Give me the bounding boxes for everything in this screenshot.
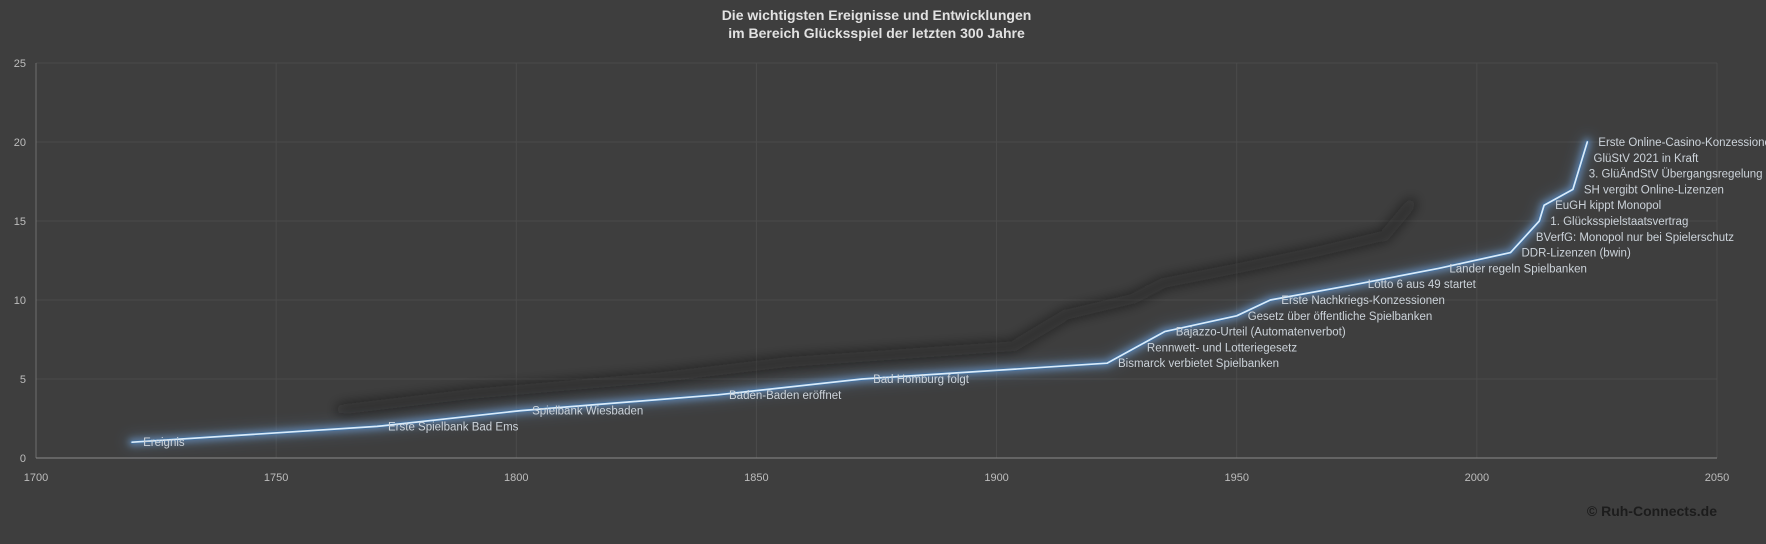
event-label: Rennwett- und Lotteriegesetz (1147, 342, 1297, 354)
event-label: Bad Homburg folgt (873, 374, 970, 386)
y-tick-label: 0 (20, 453, 26, 465)
x-tick-label: 1950 (1224, 472, 1248, 484)
x-tick-label: 2000 (1465, 472, 1489, 484)
event-label: Bajazzo-Urteil (Automatenverbot) (1176, 327, 1346, 339)
y-tick-label: 10 (14, 295, 26, 307)
event-label: Spielbank Wiesbaden (532, 406, 643, 418)
event-label: Erste Spielbank Bad Ems (388, 421, 519, 433)
chart-title-line2: im Bereich Glücksspiel der letzten 300 J… (728, 25, 1025, 41)
event-line-core (131, 141, 1589, 444)
event-line-halo (124, 134, 1595, 450)
event-label: Erste Nachkriegs-Konzessionen (1281, 295, 1445, 307)
event-label: BVerfG: Monopol nur bei Spielerschutz (1536, 232, 1734, 244)
event-label: EuGH kippt Monopol (1555, 200, 1661, 212)
event-label: GlüStV 2021 in Kraft (1594, 153, 1700, 165)
x-tick-label: 1700 (24, 472, 48, 484)
y-tick-label: 25 (14, 58, 26, 70)
y-tick-label: 15 (14, 216, 26, 228)
event-label: SH vergibt Online-Lizenzen (1584, 184, 1724, 196)
x-tick-label: 1850 (744, 472, 768, 484)
event-label: Erste Online-Casino-Konzessionen (1598, 137, 1766, 149)
event-label: Ereignis (143, 437, 185, 449)
event-label: Gesetz über öffentliche Spielbanken (1248, 311, 1433, 323)
x-tick-label: 1900 (984, 472, 1008, 484)
copyright-watermark: © Ruh-Connects.de (1586, 503, 1717, 519)
x-tick-label: 1800 (504, 472, 528, 484)
chart-title: Die wichtigsten Ereignisse und Entwicklu… (36, 6, 1717, 42)
event-label: DDR-Lizenzen (bwin) (1522, 248, 1631, 260)
y-tick-label: 20 (14, 137, 26, 149)
event-label: Länder regeln Spielbanken (1449, 263, 1586, 275)
x-tick-label: 2050 (1705, 472, 1729, 484)
event-label: Baden-Baden eröffnet (729, 390, 842, 402)
event-label: 1. Glücksspielstaatsvertrag (1550, 216, 1688, 228)
chart-title-line1: Die wichtigsten Ereignisse und Entwicklu… (721, 7, 1032, 23)
event-label: 3. GlüÄndStV Übergangsregelung (1589, 169, 1763, 181)
event-label: Bismarck verbietet Spielbanken (1118, 358, 1279, 370)
event-line (130, 140, 1589, 444)
x-tick-label: 1750 (264, 472, 288, 484)
event-line-glow (128, 138, 1591, 446)
event-label: Lotto 6 aus 49 startet (1368, 279, 1477, 291)
y-tick-label: 5 (20, 374, 26, 386)
line-shadow (336, 198, 1417, 415)
